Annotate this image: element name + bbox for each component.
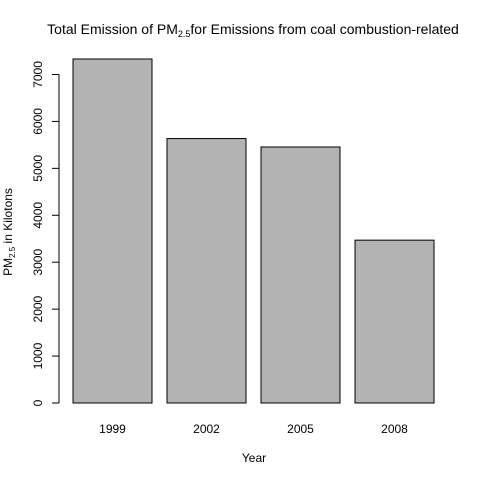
chart-title-prefix: Total Emission of PM [47,21,178,37]
y-tick-label: 6000 [31,108,45,135]
x-tick-labels: 1999 2002 2005 2008 [99,422,408,436]
y-tick-label: 1000 [31,342,45,369]
y-axis-label-suffix: in Kilotons [1,188,15,247]
x-tick-label-2008: 2008 [381,422,408,436]
bar-1999 [72,58,153,404]
y-axis: 0 1000 2000 3000 4000 5000 6000 7000 [31,61,60,406]
bars [72,58,435,404]
y-tick-label: 3000 [31,249,45,276]
y-tick-label: 5000 [31,155,45,182]
chart-title-subscript: 2.5 [178,29,191,39]
y-tick-label: 7000 [31,61,45,88]
bar-2005 [260,146,341,404]
x-axis-label: Year [242,451,266,465]
y-axis-label-subscript: 2.5 [8,246,17,258]
y-axis-label-prefix: PM [1,258,15,276]
x-tick-label-1999: 1999 [99,422,126,436]
y-axis-label: PM2.5 in Kilotons [1,188,17,276]
y-tick-label: 0 [31,399,45,406]
y-tick-label: 2000 [31,295,45,322]
x-tick-label-2002: 2002 [193,422,220,436]
chart-title-suffix: for Emissions from coal combustion-relat… [190,21,458,37]
y-tick-label: 4000 [31,202,45,229]
bar-2008 [354,239,435,404]
x-tick-label-2005: 2005 [287,422,314,436]
chart-title: Total Emission of PM2.5for Emissions fro… [47,21,459,39]
bar-2002 [166,138,247,404]
